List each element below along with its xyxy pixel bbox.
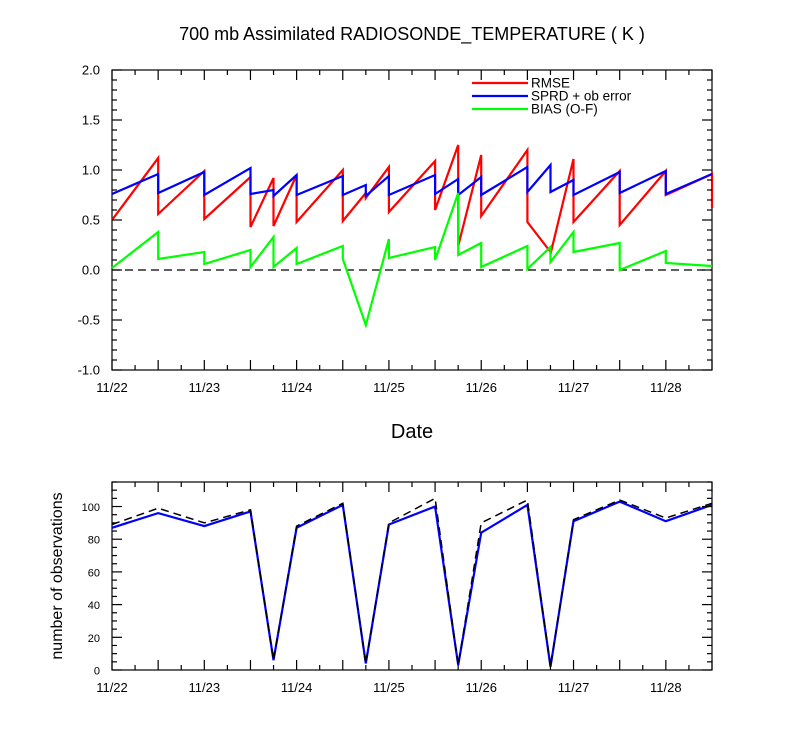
legend-label-sprd-ob-error: SPRD + ob error xyxy=(531,89,632,104)
x-tick-label: 11/26 xyxy=(465,680,497,695)
bottom-series-group xyxy=(111,497,713,667)
series-line-possible xyxy=(111,497,713,667)
x-axis-label: Date xyxy=(391,421,433,443)
x-tick-label: 11/25 xyxy=(373,680,405,695)
y-tick-label: 0.0 xyxy=(82,263,100,278)
series-line-bias-o-f xyxy=(111,192,713,329)
y-tick-label: 100 xyxy=(82,502,100,514)
top-series-group xyxy=(111,144,714,329)
y-axis-label: number of observations xyxy=(49,492,66,659)
chart-title: 700 mb Assimilated RADIOSONDE_TEMPERATUR… xyxy=(179,24,645,45)
bottom-panel: 11/22 11/23 11/24 11/25 11/26 11/27 11/28 100 80… xyxy=(82,481,713,695)
x-tick-label: 11/28 xyxy=(650,680,682,695)
top-plot-frame xyxy=(111,69,713,371)
x-tick-label: 11/26 xyxy=(465,380,497,395)
y-tick-label: 60 xyxy=(88,567,100,579)
series-line-sprd-ob-error xyxy=(111,162,713,199)
y-tick-label: 0 xyxy=(94,666,100,678)
x-tick-label: 11/23 xyxy=(189,680,221,695)
top-panel: 11/22 11/23 11/24 11/25 11/26 11/27 11/28 2.0 1.… xyxy=(78,63,714,395)
y-tick-label: 80 xyxy=(88,535,100,547)
series-line-assimilated xyxy=(111,500,713,667)
y-tick-label: 20 xyxy=(88,633,100,645)
x-tick-label: 11/22 xyxy=(96,680,128,695)
bottom-axis-ticks: 11/22 11/23 11/24 11/25 11/26 11/27 11/28 100 80… xyxy=(82,481,713,695)
x-tick-label: 11/22 xyxy=(96,380,128,395)
series-line-rmse xyxy=(111,144,714,255)
y-tick-label: -1.0 xyxy=(78,363,100,378)
x-tick-label: 11/28 xyxy=(650,380,682,395)
y-tick-label: -0.5 xyxy=(78,313,100,328)
y-tick-label: 1.0 xyxy=(82,163,100,178)
y-tick-label: 0.5 xyxy=(82,213,100,228)
x-tick-label: 11/27 xyxy=(558,680,590,695)
top-axis-ticks: 11/22 11/23 11/24 11/25 11/26 11/27 11/28 2.0 1.… xyxy=(78,63,713,395)
legend-label-bias-o-f: BIAS (O-F) xyxy=(531,102,598,117)
bottom-plot-frame xyxy=(111,481,713,671)
x-tick-label: 11/27 xyxy=(558,380,590,395)
x-tick-label: 11/24 xyxy=(281,380,313,395)
x-tick-label: 11/23 xyxy=(189,380,221,395)
x-tick-label: 11/25 xyxy=(373,380,405,395)
y-tick-label: 1.5 xyxy=(82,113,100,128)
legend-label-rmse: RMSE xyxy=(531,76,570,91)
x-tick-label: 11/24 xyxy=(281,680,313,695)
y-tick-label: 40 xyxy=(88,600,100,612)
y-tick-label: 2.0 xyxy=(82,63,100,78)
